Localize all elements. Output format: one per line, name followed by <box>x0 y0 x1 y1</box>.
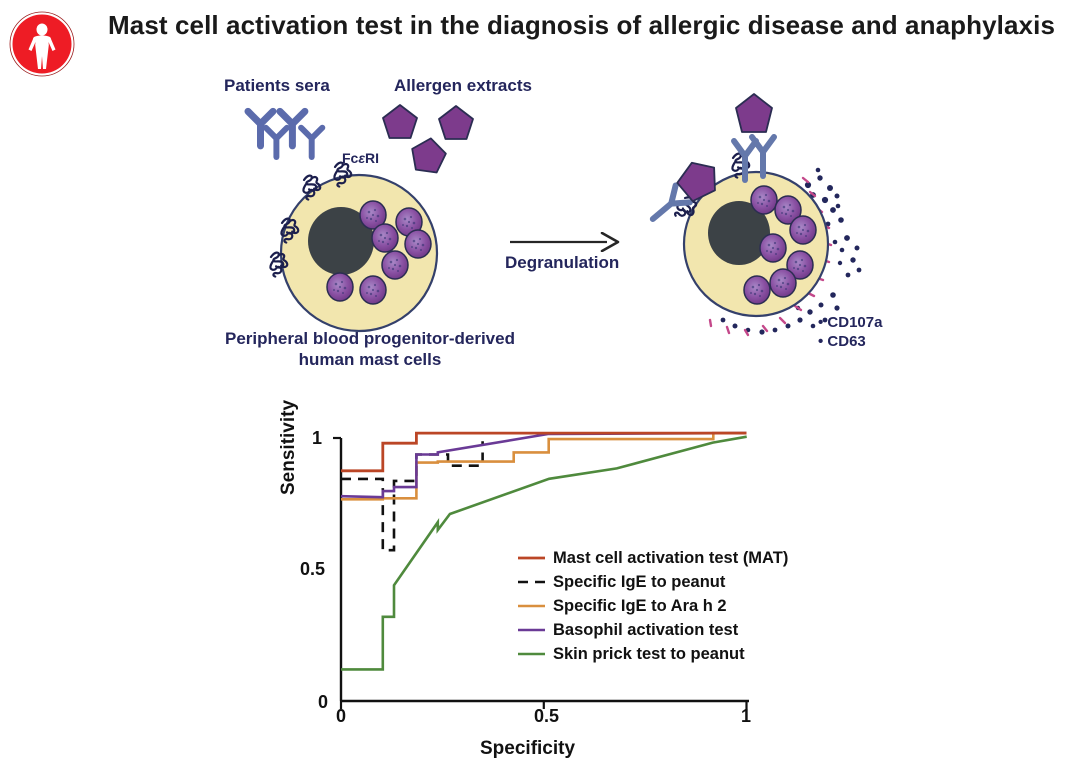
svg-text:Specific IgE to Ara h 2: Specific IgE to Ara h 2 <box>553 597 727 615</box>
svg-text:Skin prick test to peanut: Skin prick test to peanut <box>553 645 745 663</box>
svg-text:Basophil activation test: Basophil activation test <box>553 621 739 639</box>
svg-text:Specific IgE to peanut: Specific IgE to peanut <box>553 573 726 591</box>
svg-text:Mast cell activation test (MAT: Mast cell activation test (MAT) <box>553 549 788 567</box>
